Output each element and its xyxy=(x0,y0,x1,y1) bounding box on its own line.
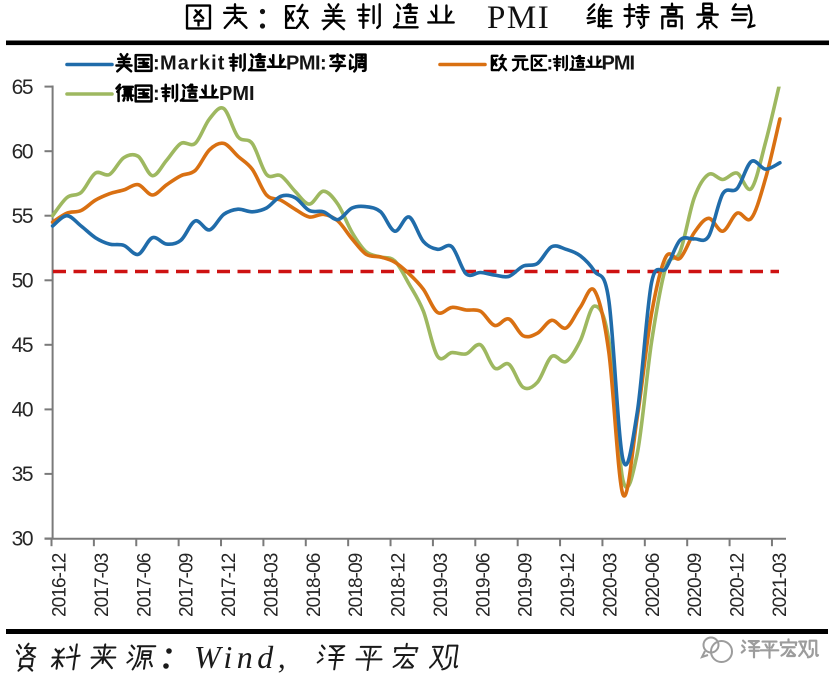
svg-text:2019-06: 2019-06 xyxy=(473,553,494,617)
svg-text:40: 40 xyxy=(12,399,33,422)
svg-text:PMI: PMI xyxy=(219,83,255,105)
svg-text:2018-03: 2018-03 xyxy=(261,553,282,617)
svg-text::: : xyxy=(547,53,554,75)
svg-text:2017-09: 2017-09 xyxy=(177,553,198,617)
svg-text:35: 35 xyxy=(12,463,33,486)
svg-text:2020-03: 2020-03 xyxy=(600,553,621,617)
svg-text:50: 50 xyxy=(12,270,33,293)
svg-text:2018-12: 2018-12 xyxy=(389,553,410,617)
svg-text:2016-12: 2016-12 xyxy=(50,553,71,617)
svg-text:2019-03: 2019-03 xyxy=(431,553,452,617)
svg-text:2017-06: 2017-06 xyxy=(134,553,155,617)
svg-text:Wind,: Wind, xyxy=(194,639,290,675)
svg-text:2019-09: 2019-09 xyxy=(516,553,537,617)
svg-text:2020-12: 2020-12 xyxy=(728,553,749,617)
svg-text:2017-03: 2017-03 xyxy=(92,553,113,617)
svg-text:2021-03: 2021-03 xyxy=(770,553,791,617)
svg-text:55: 55 xyxy=(12,205,33,228)
svg-text:45: 45 xyxy=(12,334,33,357)
svg-text:60: 60 xyxy=(12,140,33,163)
svg-text::: : xyxy=(153,53,160,75)
svg-text:PMI: PMI xyxy=(487,0,550,36)
svg-text:30: 30 xyxy=(12,528,33,551)
svg-text:PMI: PMI xyxy=(602,53,635,75)
svg-text:2020-09: 2020-09 xyxy=(685,553,706,617)
svg-text:2018-06: 2018-06 xyxy=(304,553,325,617)
svg-text:2019-12: 2019-12 xyxy=(558,553,579,617)
svg-text:Markit: Markit xyxy=(160,53,226,75)
svg-text:65: 65 xyxy=(12,76,33,99)
svg-text:2018-09: 2018-09 xyxy=(346,553,367,617)
svg-text::: : xyxy=(153,83,160,105)
svg-text:PMI:: PMI: xyxy=(286,53,326,75)
svg-text:2020-06: 2020-06 xyxy=(643,553,664,617)
svg-text:2017-12: 2017-12 xyxy=(219,553,240,617)
